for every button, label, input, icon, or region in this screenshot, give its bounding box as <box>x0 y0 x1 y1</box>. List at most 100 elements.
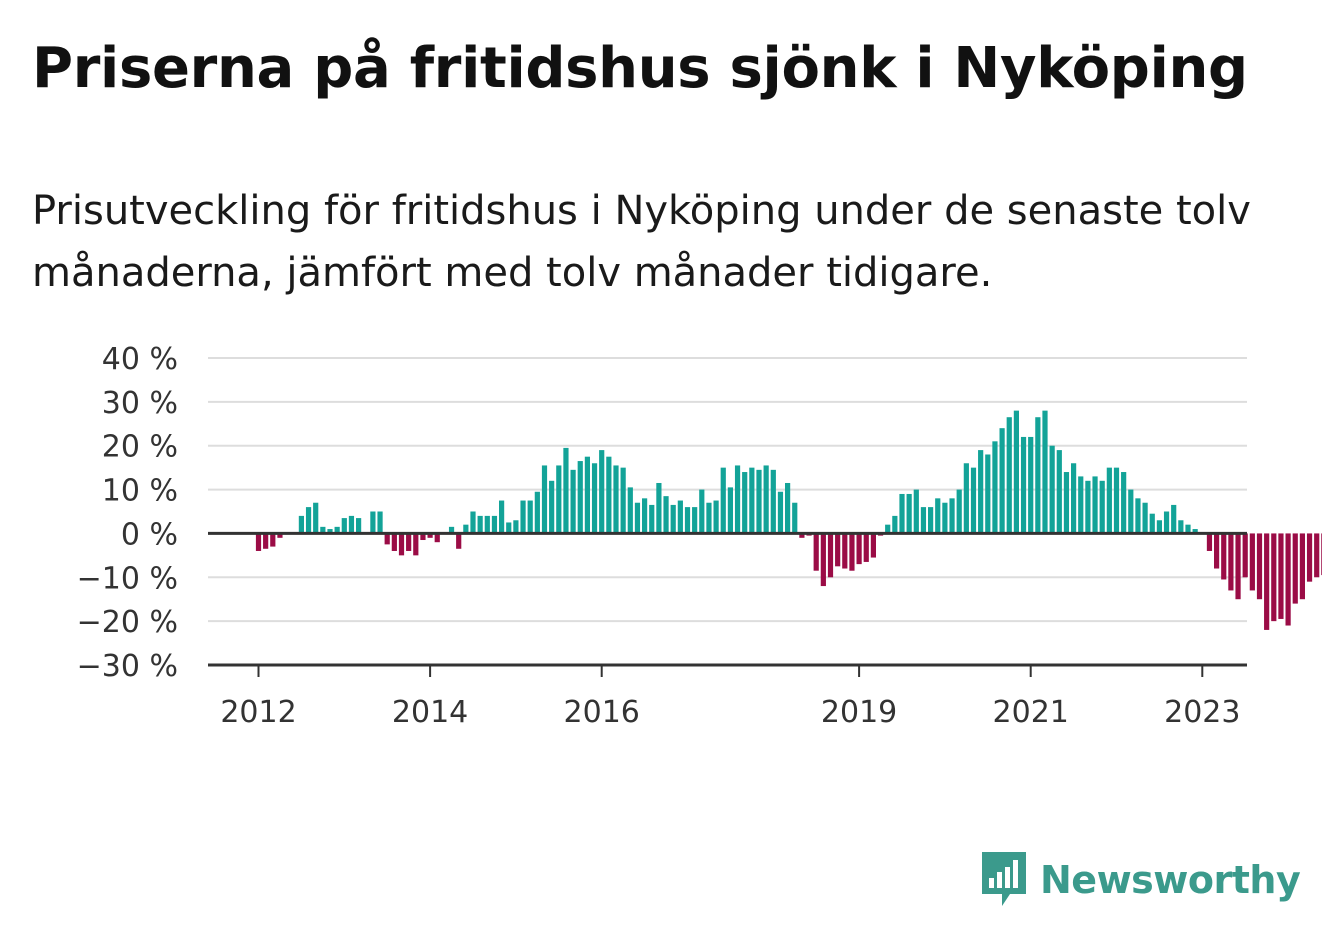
bar <box>842 533 848 569</box>
bar <box>913 489 919 534</box>
x-tick-label: 2023 <box>1164 695 1240 730</box>
y-tick-label: 40 % <box>102 342 178 377</box>
chart-subtitle: Prisutveckling för fritidshus i Nyköping… <box>32 188 1251 296</box>
newsworthy-logo-icon <box>982 852 1026 906</box>
bar <box>463 524 469 534</box>
bar <box>313 502 319 534</box>
bar <box>827 533 834 578</box>
y-tick-label: 20 % <box>102 430 178 465</box>
bar <box>1035 417 1041 534</box>
bar <box>513 520 519 534</box>
bar <box>734 465 741 534</box>
bar <box>999 428 1005 534</box>
bar <box>1178 520 1184 534</box>
bar <box>870 533 876 558</box>
bar <box>970 467 977 534</box>
bar <box>1063 472 1070 534</box>
brand-logo: Newsworthy <box>980 850 1301 910</box>
bar <box>799 533 805 538</box>
bar <box>1314 533 1320 578</box>
bar <box>920 507 927 534</box>
bar <box>749 467 755 534</box>
bar <box>1292 533 1298 604</box>
bar <box>298 515 304 534</box>
bar <box>1121 472 1127 534</box>
bar <box>1249 533 1255 591</box>
bar <box>305 507 312 534</box>
bar <box>484 515 490 534</box>
bar <box>434 533 440 543</box>
bar <box>255 533 262 551</box>
bar <box>1099 480 1105 534</box>
bar <box>706 502 712 534</box>
bar <box>1135 498 1141 534</box>
bar <box>1206 533 1213 551</box>
bar <box>577 461 583 534</box>
bar <box>413 533 419 556</box>
bar <box>1299 533 1305 600</box>
bar <box>1049 445 1055 534</box>
bar <box>620 467 626 534</box>
bar <box>978 450 984 534</box>
bar <box>720 467 726 534</box>
bar <box>713 500 719 534</box>
bar <box>763 465 769 534</box>
bar <box>699 489 705 534</box>
bar <box>820 533 826 587</box>
bar <box>541 465 548 534</box>
bar <box>1056 450 1062 534</box>
chart-title: Priserna på fritidshus sjönk i Nyköping <box>32 36 1248 101</box>
bar <box>506 522 512 534</box>
bar <box>1271 533 1277 622</box>
bar <box>1006 417 1012 534</box>
bar <box>1071 463 1077 534</box>
bar <box>591 463 598 534</box>
bar <box>356 518 362 534</box>
bar <box>785 482 791 534</box>
x-tick-label: 2014 <box>392 695 468 730</box>
x-tick-label: 2012 <box>220 695 296 730</box>
y-tick-label: 0 % <box>121 517 178 552</box>
bar <box>684 507 691 534</box>
bar <box>642 498 648 534</box>
bar <box>384 533 390 545</box>
bar <box>727 487 733 534</box>
bar <box>985 454 991 534</box>
bar <box>1185 524 1191 534</box>
bar <box>942 502 948 534</box>
bar <box>1013 410 1019 534</box>
bar <box>1156 520 1162 534</box>
bar <box>1020 436 1027 534</box>
bar <box>863 533 869 562</box>
bar <box>906 493 912 534</box>
bar <box>327 529 333 534</box>
bar <box>499 500 505 534</box>
x-tick-label: 2016 <box>564 695 640 730</box>
bar <box>692 507 698 534</box>
bar <box>263 533 269 549</box>
bar <box>477 515 483 534</box>
bar <box>813 533 819 571</box>
bar <box>348 515 355 534</box>
x-tick-label: 2019 <box>821 695 897 730</box>
bar <box>599 450 605 534</box>
bar <box>656 482 662 534</box>
bar <box>756 469 762 534</box>
bar <box>1221 533 1227 580</box>
bar <box>1171 504 1177 534</box>
bar <box>534 491 540 534</box>
bar <box>677 500 683 534</box>
bar <box>1128 489 1134 534</box>
y-tick-label: 10 % <box>102 474 178 509</box>
bar <box>320 526 326 534</box>
y-tick-label: −30 % <box>77 649 178 684</box>
bar <box>341 518 347 534</box>
bar <box>420 533 426 541</box>
y-tick-label: −20 % <box>77 605 178 640</box>
bar <box>770 469 776 534</box>
bar <box>1192 529 1198 534</box>
bar <box>1278 533 1284 619</box>
bar <box>777 491 784 534</box>
bar <box>1256 533 1263 600</box>
